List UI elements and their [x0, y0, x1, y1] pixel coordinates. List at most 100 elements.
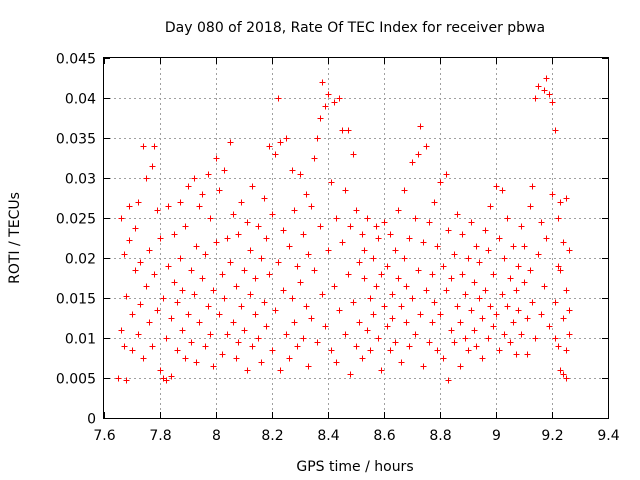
data-point [462, 335, 469, 342]
data-point [289, 167, 296, 174]
data-point [482, 287, 489, 294]
data-point [389, 291, 396, 298]
data-point [434, 243, 441, 250]
data-point [252, 275, 259, 282]
data-point [300, 231, 307, 238]
data-point [373, 283, 380, 290]
data-point [266, 143, 273, 150]
data-point [431, 299, 438, 306]
data-point [471, 279, 478, 286]
data-point [501, 331, 508, 338]
data-point [193, 359, 200, 366]
data-point [521, 243, 528, 250]
data-point [129, 311, 136, 318]
data-point [210, 287, 217, 294]
data-point [412, 331, 419, 338]
data-point [118, 215, 125, 222]
data-point [163, 377, 170, 384]
y-tick-label: 0.01 [65, 332, 96, 348]
data-point [345, 127, 352, 134]
data-point [291, 319, 298, 326]
data-point [191, 175, 198, 182]
data-point [272, 151, 279, 158]
data-point [297, 171, 304, 178]
data-point [115, 375, 122, 382]
data-point [277, 139, 284, 146]
data-point [541, 283, 548, 290]
data-point [336, 95, 343, 102]
data-point [395, 207, 402, 214]
data-point [132, 267, 139, 274]
data-point [182, 223, 189, 230]
data-point [359, 355, 366, 362]
data-point [501, 255, 508, 262]
data-point [392, 339, 399, 346]
data-point [389, 315, 396, 322]
data-point [261, 195, 268, 202]
data-point [440, 355, 447, 362]
data-point [317, 223, 324, 230]
data-point [238, 199, 245, 206]
data-point [487, 203, 494, 210]
data-point [196, 319, 203, 326]
y-axis-label: ROTI / TECUs [7, 192, 23, 284]
data-point [513, 287, 520, 294]
data-point [286, 355, 293, 362]
data-point [557, 199, 564, 206]
data-point [367, 295, 374, 302]
data-point [171, 279, 178, 286]
data-point [557, 267, 564, 274]
data-point [543, 235, 550, 242]
data-point [546, 91, 553, 98]
data-point [322, 323, 329, 330]
data-point [294, 263, 301, 270]
x-axis-label: GPS time / hours [296, 459, 413, 475]
data-point [431, 199, 438, 206]
data-point [319, 79, 326, 86]
data-point [420, 239, 427, 246]
data-point [459, 231, 466, 238]
y-tick-label: 0.03 [65, 172, 96, 188]
data-point [188, 267, 195, 274]
data-point [202, 251, 209, 258]
data-point [140, 355, 147, 362]
data-point [515, 263, 522, 270]
data-point [350, 151, 357, 158]
data-point [566, 331, 573, 338]
data-point [552, 335, 559, 342]
data-point [493, 311, 500, 318]
data-point [283, 331, 290, 338]
data-point [395, 275, 402, 282]
data-point [185, 183, 192, 190]
data-point [381, 303, 388, 310]
data-point [448, 275, 455, 282]
data-point [468, 307, 475, 314]
data-point [510, 319, 517, 326]
data-point [249, 343, 256, 350]
data-point [532, 95, 539, 102]
data-point [479, 355, 486, 362]
y-tick-label: 0.005 [56, 372, 96, 388]
data-point [406, 343, 413, 350]
data-point [317, 115, 324, 122]
data-point [303, 303, 310, 310]
data-point [415, 267, 422, 274]
data-point [566, 307, 573, 314]
data-point [476, 259, 483, 266]
data-point [440, 263, 447, 270]
data-point [205, 171, 212, 178]
data-point [151, 271, 158, 278]
data-point [473, 243, 480, 250]
data-point [504, 215, 511, 222]
data-point [157, 367, 164, 374]
data-point [168, 373, 175, 380]
data-point [185, 311, 192, 318]
y-tick-label: 0 [87, 412, 96, 428]
data-point [140, 143, 147, 150]
data-point [401, 187, 408, 194]
data-point [322, 103, 329, 110]
data-point [496, 235, 503, 242]
data-point [227, 259, 234, 266]
data-point [163, 335, 170, 342]
data-point [555, 263, 562, 270]
